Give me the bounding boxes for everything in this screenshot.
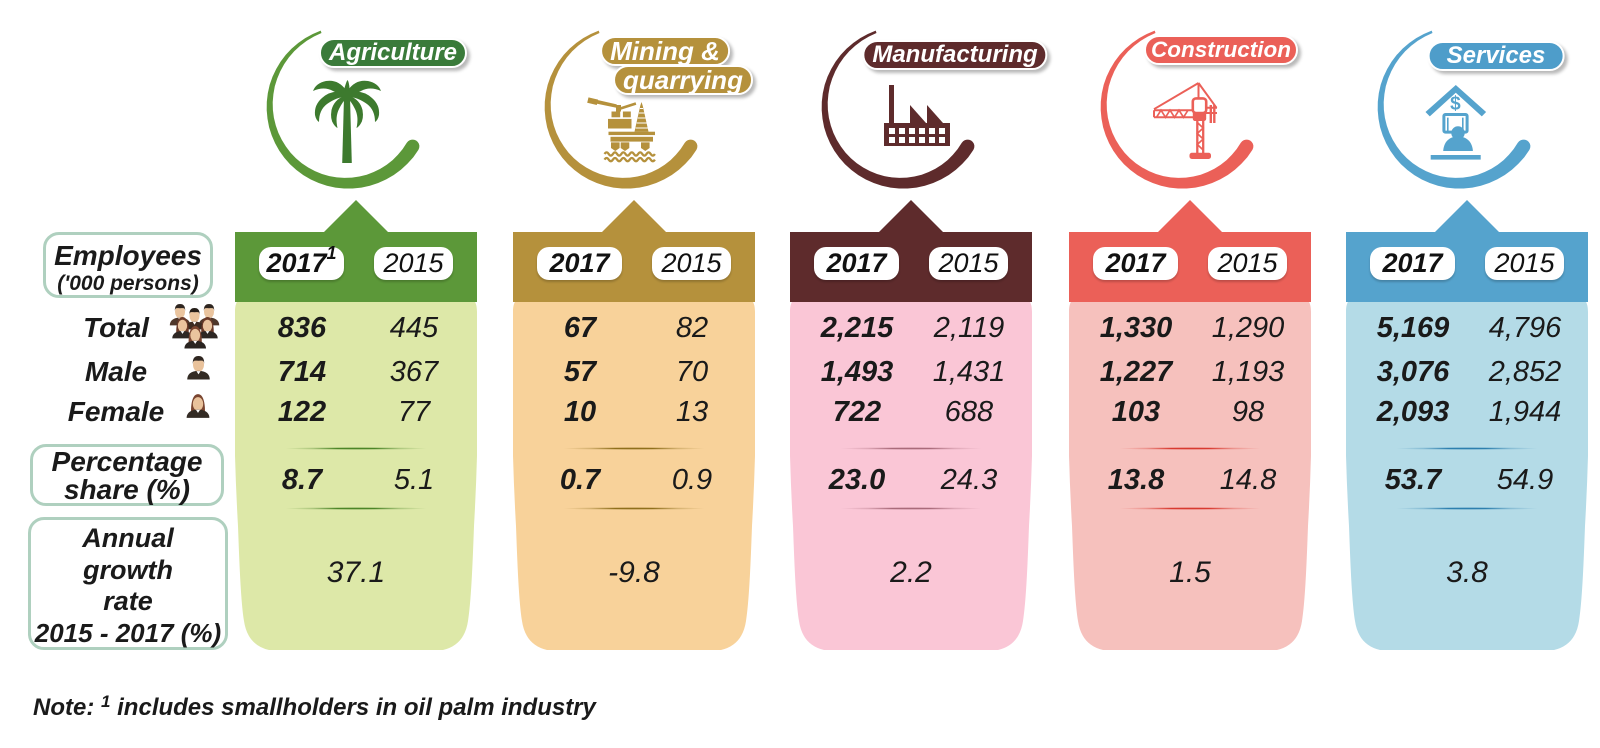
svg-text:$: $ (1450, 94, 1461, 115)
